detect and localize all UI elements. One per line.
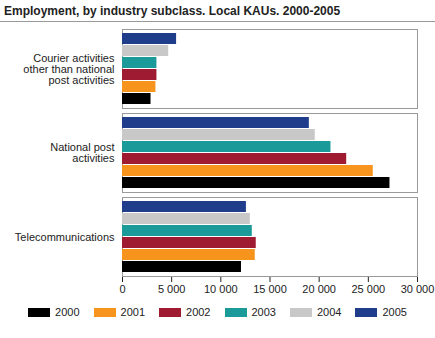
html-text:2000: 2000 bbox=[55, 306, 80, 318]
html-text:2003: 2003 bbox=[251, 306, 276, 318]
html-text:2001: 2001 bbox=[120, 306, 145, 318]
html-text:2005: 2005 bbox=[382, 306, 407, 318]
svg-text:25 000: 25 000 bbox=[352, 283, 386, 295]
svg-text:Courier activitiesother than n: Courier activitiesother than nationalpos… bbox=[23, 52, 115, 86]
html-text:2004: 2004 bbox=[317, 306, 342, 318]
svg-text:5 000: 5 000 bbox=[158, 283, 186, 295]
svg-text:Telecommunications: Telecommunications bbox=[15, 231, 115, 243]
html-text:2002: 2002 bbox=[186, 306, 211, 318]
svg-text:30 000: 30 000 bbox=[401, 283, 435, 295]
svg-text:0: 0 bbox=[119, 283, 125, 295]
svg-text:National postactivities: National postactivities bbox=[50, 141, 115, 164]
svg-text:20 000: 20 000 bbox=[302, 283, 336, 295]
svg-text:10 000: 10 000 bbox=[204, 283, 238, 295]
svg-text:15 000: 15 000 bbox=[253, 283, 287, 295]
html-text:Employment, by industry subcla: Employment, by industry subclass. Local … bbox=[4, 4, 341, 18]
